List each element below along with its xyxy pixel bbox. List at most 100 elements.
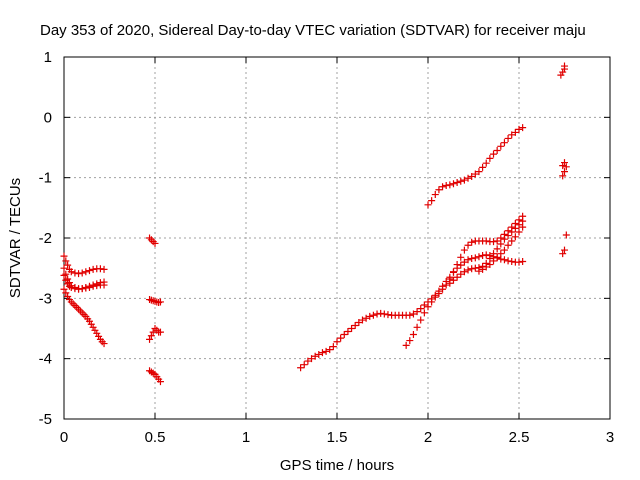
data-point — [340, 331, 348, 339]
data-point — [369, 311, 377, 319]
data-point — [464, 266, 472, 274]
data-point — [490, 238, 498, 246]
data-point — [85, 267, 93, 275]
data-point — [519, 217, 527, 225]
data-point — [96, 279, 104, 287]
data-point — [409, 331, 417, 339]
data-point — [500, 139, 508, 147]
y-tick-label: -3 — [39, 290, 52, 307]
axis-ticks — [63, 56, 611, 420]
x-tick-label: 0.5 — [145, 429, 166, 446]
data-point — [464, 174, 472, 182]
data-point — [82, 268, 90, 276]
data-point — [511, 128, 519, 136]
data-point — [80, 311, 88, 319]
data-point — [147, 236, 155, 244]
data-point — [151, 239, 159, 247]
data-point — [428, 298, 436, 306]
data-point — [149, 238, 157, 246]
data-point — [373, 310, 381, 318]
data-point — [442, 281, 450, 289]
data-point — [417, 305, 425, 313]
data-point — [156, 328, 164, 336]
data-point — [78, 309, 86, 317]
data-point — [358, 316, 366, 324]
x-tick-label: 1.5 — [327, 429, 348, 446]
data-points — [60, 62, 570, 386]
data-point — [500, 256, 508, 264]
tick-labels: 0 0.5 1 1.5 2 2.5 3 -5 -4 -3 -2 -1 0 1 — [39, 49, 615, 446]
data-point — [515, 125, 523, 133]
data-point — [457, 177, 465, 185]
data-point — [464, 241, 472, 249]
data-point — [413, 323, 421, 331]
data-point — [453, 261, 461, 269]
data-point — [67, 268, 75, 276]
data-point — [460, 258, 468, 266]
data-point — [337, 334, 345, 342]
data-point — [435, 186, 443, 194]
data-point — [151, 325, 159, 332]
data-point — [89, 281, 97, 289]
data-point — [380, 310, 388, 318]
data-point — [504, 241, 512, 249]
data-point — [362, 314, 370, 322]
data-point — [482, 251, 490, 259]
data-point — [402, 341, 410, 349]
data-point — [490, 150, 498, 158]
data-point — [453, 273, 461, 281]
data-point — [559, 162, 567, 170]
data-point — [479, 163, 487, 171]
data-point — [413, 308, 421, 316]
data-point — [71, 302, 79, 310]
data-point — [326, 346, 334, 354]
data-point — [439, 183, 447, 191]
data-point — [71, 269, 79, 277]
data-point — [366, 312, 374, 320]
data-point — [96, 265, 104, 273]
data-point — [304, 357, 312, 365]
data-point — [428, 197, 436, 205]
data-point — [60, 285, 68, 293]
data-point — [482, 263, 490, 271]
data-point — [464, 256, 472, 264]
data-point — [508, 237, 516, 245]
data-point — [62, 276, 70, 284]
data-point — [500, 235, 508, 243]
data-point — [100, 265, 108, 273]
data-point — [69, 300, 77, 308]
x-tick-label: 1 — [242, 429, 250, 446]
data-point — [75, 285, 83, 293]
data-point — [490, 257, 498, 265]
data-point — [557, 71, 565, 79]
data-point — [146, 234, 154, 242]
data-point — [490, 250, 498, 258]
data-point — [453, 178, 461, 186]
data-point — [561, 246, 568, 254]
data-point — [62, 289, 70, 297]
data-point — [508, 258, 516, 266]
data-point — [475, 253, 483, 261]
data-point — [297, 364, 305, 372]
data-point — [493, 245, 501, 253]
data-point — [355, 318, 363, 326]
data-point — [75, 270, 83, 278]
data-point — [315, 350, 323, 358]
data-point — [493, 237, 501, 245]
data-point — [153, 326, 161, 334]
data-point — [75, 305, 83, 313]
data-point — [442, 182, 450, 190]
data-point — [515, 258, 523, 266]
data-point — [486, 154, 494, 162]
data-point — [515, 221, 523, 229]
data-point — [377, 309, 385, 317]
data-point — [60, 264, 68, 272]
data-point — [493, 253, 501, 261]
y-tick-label: -2 — [39, 230, 52, 247]
data-point — [457, 270, 465, 278]
data-point — [78, 285, 86, 293]
data-point — [559, 250, 567, 258]
data-point — [146, 335, 154, 343]
y-tick-label: -4 — [39, 351, 52, 368]
chart-title: Day 353 of 2020, Sidereal Day-to-day VTE… — [40, 22, 586, 39]
